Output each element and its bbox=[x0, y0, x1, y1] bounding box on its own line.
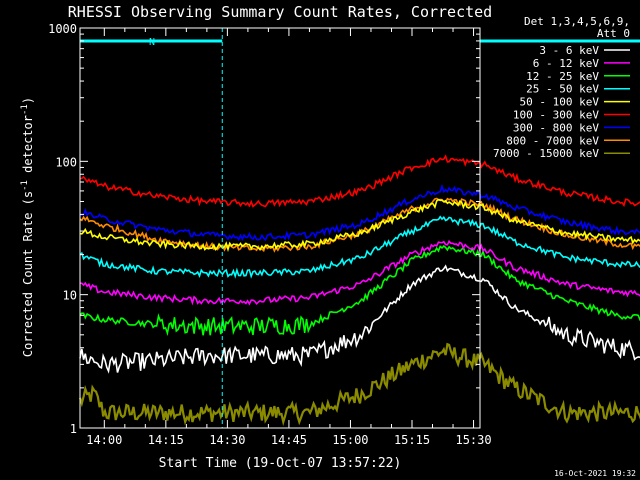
x-tick-label: 14:30 bbox=[209, 433, 245, 447]
legend-label: 3 - 6 keV bbox=[539, 44, 599, 57]
x-tick-label: 15:30 bbox=[455, 433, 491, 447]
y-axis-label-sup1: -1 bbox=[20, 180, 30, 191]
legend-header-line2: Att 0 bbox=[597, 27, 630, 40]
y-tick-label: 1000 bbox=[48, 22, 77, 36]
x-axis-label: Start Time (19-Oct-07 13:57:22) bbox=[159, 456, 402, 471]
y-axis-label-main: Corrected Count Rate (s bbox=[21, 191, 35, 357]
y-tick-label: 100 bbox=[55, 155, 77, 169]
plot-area bbox=[78, 28, 640, 428]
legend-label: 300 - 800 keV bbox=[513, 121, 599, 134]
x-tick-label: 15:15 bbox=[394, 433, 430, 447]
series-line bbox=[79, 197, 640, 253]
y-axis-label-mid: detector bbox=[21, 115, 35, 180]
legend-label: 800 - 7000 keV bbox=[506, 134, 599, 147]
series-line bbox=[78, 342, 640, 427]
legend-label: 6 - 12 keV bbox=[533, 57, 600, 70]
x-axis-ticks: 14:00 14:15 14:30 14:45 15:00 15:15 15:30 bbox=[86, 28, 492, 447]
y-tick-label: 10 bbox=[63, 289, 77, 303]
night-marker: N bbox=[149, 37, 155, 48]
legend-label: 50 - 100 keV bbox=[520, 96, 600, 109]
series-line bbox=[79, 264, 640, 374]
y-tick-label: 1 bbox=[70, 422, 77, 436]
plot-axes bbox=[79, 27, 481, 429]
x-tick-label: 14:15 bbox=[148, 433, 184, 447]
y-axis-label-sup2: -1 bbox=[20, 104, 30, 115]
series-line bbox=[79, 154, 640, 208]
y-axis-label: Corrected Count Rate (s-1 detector-1) bbox=[20, 97, 35, 357]
x-tick-label: 15:00 bbox=[332, 433, 368, 447]
chart-title: RHESSI Observing Summary Count Rates, Co… bbox=[68, 3, 492, 21]
y-axis-ticks: 1 10 100 1000 bbox=[48, 22, 480, 436]
plot-frame bbox=[79, 27, 481, 429]
legend-label: 25 - 50 keV bbox=[526, 83, 599, 96]
x-tick-label: 14:00 bbox=[86, 433, 122, 447]
series-line bbox=[79, 183, 640, 242]
legend-label: 7000 - 15000 keV bbox=[493, 147, 599, 160]
series-line bbox=[79, 215, 640, 279]
series-line bbox=[79, 239, 640, 306]
legend-label: 100 - 300 keV bbox=[513, 109, 599, 122]
legend-label: 12 - 25 keV bbox=[526, 70, 599, 83]
y-axis-label-end: ) bbox=[21, 97, 35, 104]
x-tick-label: 14:45 bbox=[271, 433, 307, 447]
series-line bbox=[79, 245, 640, 337]
plot-timestamp: 16-Oct-2021 19:32 bbox=[554, 469, 636, 478]
series-line bbox=[79, 198, 640, 253]
legend-header-line1: Det 1,3,4,5,6,9, bbox=[524, 15, 630, 28]
